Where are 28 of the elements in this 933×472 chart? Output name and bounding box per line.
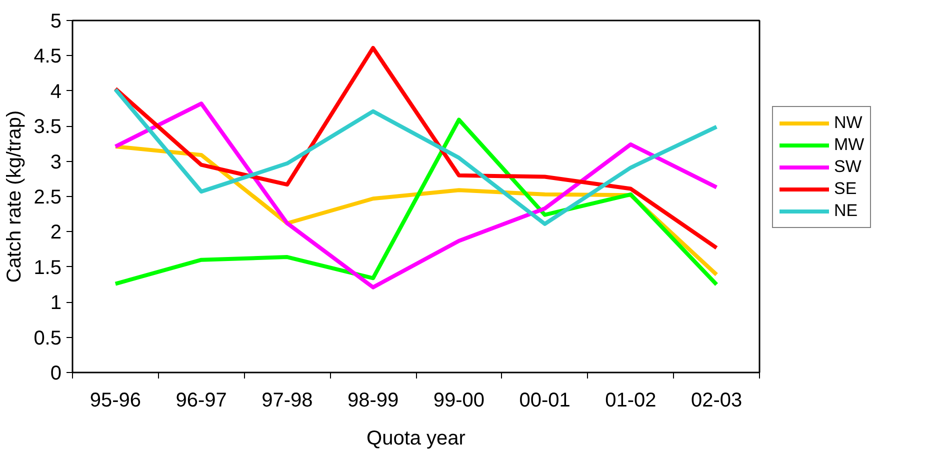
- legend-label: MW: [834, 135, 864, 155]
- x-axis-title: Quota year: [366, 428, 466, 450]
- x-tick-label: 98-99: [347, 390, 399, 412]
- y-tick-label: 1.5: [34, 256, 62, 279]
- legend-label: SE: [834, 179, 857, 199]
- x-tick-label: 96-97: [176, 390, 227, 412]
- y-tick-label: 5: [50, 10, 62, 32]
- x-tick-label: 02-03: [690, 390, 742, 412]
- x-tick-label: 00-01: [519, 390, 570, 412]
- x-tick-label: 01-02: [605, 390, 656, 412]
- line-series: [113, 87, 719, 226]
- x-tick-label: 97-98: [262, 390, 313, 412]
- y-tick-label: 3: [50, 151, 62, 174]
- y-tick-label: 3.5: [34, 116, 62, 138]
- x-tick-label: 95-96: [90, 390, 142, 412]
- legend-label: NE: [834, 201, 858, 221]
- y-tick-label: 4.5: [34, 46, 62, 68]
- y-axis-title: Catch rate (kg/trap): [4, 110, 26, 283]
- y-tick-label: 0: [50, 362, 62, 384]
- x-tick-label: 99-00: [433, 390, 485, 412]
- y-tick-label: 4: [50, 80, 62, 103]
- line-series: [113, 46, 719, 250]
- y-tick-label: 2.5: [34, 186, 62, 208]
- legend-label: SW: [834, 157, 862, 177]
- y-tick-label: 1: [50, 292, 62, 314]
- legend-label: NW: [834, 113, 862, 133]
- y-tick-label: 2: [50, 222, 62, 244]
- y-tick-label: 0.5: [34, 327, 62, 350]
